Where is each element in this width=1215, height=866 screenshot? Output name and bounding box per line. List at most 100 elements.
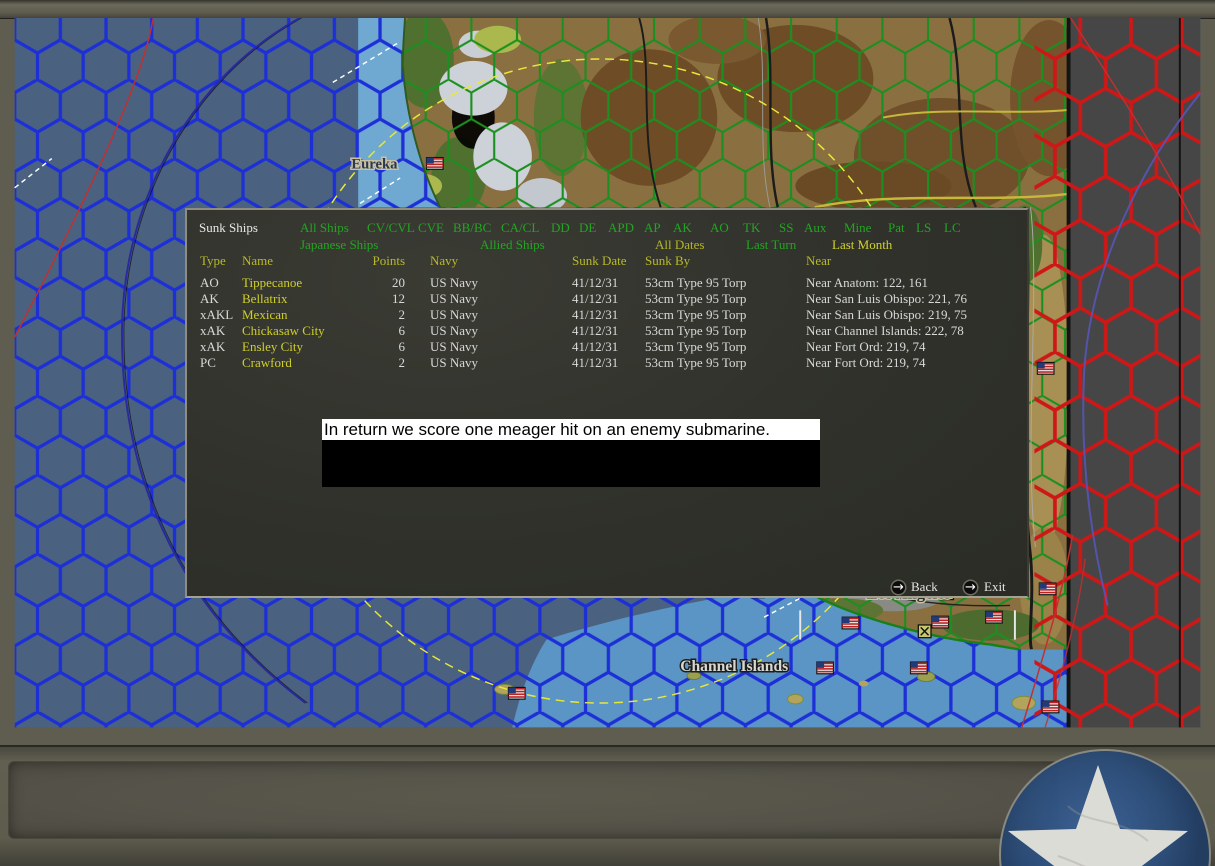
cell-points: 6	[398, 339, 406, 354]
hex-selection-bar	[1013, 610, 1016, 640]
sunk-ships-table: Type Name Points Navy Sunk Date Sunk By …	[200, 253, 1026, 371]
map-label-channel-islands: Channel Islands	[680, 658, 788, 675]
cell-navy: US Navy	[430, 323, 479, 338]
us-flag-icon[interactable]	[1038, 582, 1057, 596]
us-flag-icon[interactable]	[841, 616, 860, 630]
us-flag-icon[interactable]	[909, 661, 928, 675]
us-flag-icon[interactable]	[1041, 700, 1060, 714]
tab-bb-bc[interactable]: BB/BC	[453, 220, 492, 235]
cell-spacer	[405, 307, 430, 323]
cell-sunk-date: 41/12/31	[572, 355, 619, 370]
us-flag-icon[interactable]	[985, 610, 1003, 624]
cell-points: 20	[392, 275, 405, 290]
tab-pat[interactable]: Pat	[888, 220, 905, 235]
cell-points: 2	[398, 307, 406, 322]
tab-cve[interactable]: CVE	[418, 220, 444, 235]
exit-arrow-icon[interactable]: →	[964, 580, 977, 595]
us-flag-icon[interactable]	[931, 615, 950, 629]
hex-selection-bar	[799, 610, 802, 640]
cell-sunk-date: 41/12/31	[572, 323, 619, 338]
ship-row: PC Crawford 2 US Navy 41/12/31 53cm Type 95 T…	[200, 355, 1026, 371]
convoy-routes	[14, 42, 802, 618]
cell-sunk-date: 41/12/31	[572, 291, 619, 306]
dialog-title: Sunk Ships	[199, 220, 258, 235]
col-sunk-date: Sunk Date	[572, 253, 627, 268]
tab-dd[interactable]: DD	[551, 220, 570, 235]
tab-ao[interactable]: AO	[710, 220, 729, 235]
tab-de[interactable]: DE	[579, 220, 597, 235]
cell-points: 12	[392, 291, 405, 306]
tab-all-dates[interactable]: All Dates	[655, 237, 705, 252]
enemy-hex-grid	[1034, 18, 1201, 728]
star-icon	[1008, 765, 1188, 866]
cell-points: 2	[398, 355, 406, 370]
tab-lc[interactable]: LC	[944, 220, 961, 235]
us-flag-icon[interactable]	[507, 686, 526, 700]
table-header-row: Type Name Points Navy Sunk Date Sunk By …	[200, 253, 1026, 275]
cell-sunk-date: 41/12/31	[572, 339, 619, 354]
tab-ak[interactable]: AK	[673, 220, 692, 235]
range-ring-blue-right	[1082, 92, 1202, 606]
tab-ss[interactable]: SS	[779, 220, 794, 235]
cell-spacer	[405, 323, 430, 339]
star-texture	[1057, 805, 1149, 866]
combat-message-box	[322, 440, 820, 487]
tab-apd[interactable]: APD	[608, 220, 635, 235]
cell-type: AK	[200, 291, 219, 306]
cell-sunk-by: 53cm Type 95 Torp	[645, 323, 747, 338]
back-button[interactable]: Back	[911, 579, 938, 594]
ship-row: xAKL Mexican 2 US Navy 41/12/31 53cm Type 95 …	[200, 307, 1026, 323]
sunk-ships-dialog: Sunk Ships All Ships CV/CVL CVE BB/BC CA…	[185, 208, 1029, 598]
cell-sunk-date: 41/12/31	[572, 307, 619, 322]
cell-name: Chickasaw City	[242, 323, 325, 338]
mine-marker-icon[interactable]	[917, 624, 932, 639]
tab-tk[interactable]: TK	[743, 220, 761, 235]
tab-aux[interactable]: Aux	[804, 220, 827, 235]
tab-ca-cl[interactable]: CA/CL	[501, 220, 540, 235]
cell-name: Mexican	[242, 307, 288, 322]
bottom-inset-panel	[8, 761, 1059, 839]
cell-near: Near Fort Ord: 219, 74	[806, 339, 926, 354]
tab-mine[interactable]: Mine	[844, 220, 872, 235]
us-flag-icon[interactable]	[425, 156, 444, 170]
us-army-star-emblem	[998, 746, 1212, 866]
us-flag-icon[interactable]	[1036, 361, 1055, 375]
cell-type: PC	[200, 355, 216, 370]
tab-all-ships[interactable]: All Ships	[300, 220, 349, 235]
cell-near: Near Fort Ord: 219, 74	[806, 355, 926, 370]
col-near: Near	[806, 253, 832, 268]
tab-ls[interactable]: LS	[916, 220, 932, 235]
map-grid-line	[1178, 18, 1181, 728]
cell-sunk-date: 41/12/31	[572, 275, 619, 290]
col-type: Type	[200, 253, 226, 268]
cell-name: Crawford	[242, 355, 292, 370]
range-ring-blue-shadow	[123, 17, 308, 704]
cell-near: Near San Luis Obispo: 221, 76	[806, 291, 968, 306]
tab-last-month[interactable]: Last Month	[832, 237, 893, 252]
col-sunk-by: Sunk By	[645, 253, 691, 268]
cell-navy: US Navy	[430, 307, 479, 322]
cell-name: Ensley City	[242, 339, 304, 354]
exit-button[interactable]: Exit	[984, 579, 1006, 594]
tab-last-turn[interactable]: Last Turn	[746, 237, 797, 252]
cell-spacer	[405, 291, 430, 307]
ship-row: AO Tippecanoe 20 US Navy 41/12/31 53cm Type 9…	[200, 275, 1026, 291]
top-chrome-bar	[0, 0, 1215, 19]
col-name: Name	[242, 253, 274, 268]
cell-sunk-by: 53cm Type 95 Torp	[645, 339, 747, 354]
ship-row: xAK Chickasaw City 6 US Navy 41/12/31 53cm Ty…	[200, 323, 1026, 339]
cell-navy: US Navy	[430, 275, 479, 290]
cell-type: xAK	[200, 323, 226, 338]
cell-points: 6	[398, 323, 406, 338]
cell-spacer	[405, 339, 430, 355]
back-arrow-icon[interactable]: →	[892, 580, 905, 595]
cell-near: Near Anatom: 122, 161	[806, 275, 929, 290]
cell-near: Near San Luis Obispo: 219, 75	[806, 307, 968, 322]
tab-japanese-ships[interactable]: Japanese Ships	[300, 237, 379, 252]
tab-allied-ships[interactable]: Allied Ships	[480, 237, 545, 252]
tab-cv-cvl[interactable]: CV/CVL	[367, 220, 415, 235]
ship-row: xAK Ensley City 6 US Navy 41/12/31 53cm Type …	[200, 339, 1026, 355]
us-flag-icon[interactable]	[816, 661, 834, 675]
tab-ap[interactable]: AP	[644, 220, 661, 235]
